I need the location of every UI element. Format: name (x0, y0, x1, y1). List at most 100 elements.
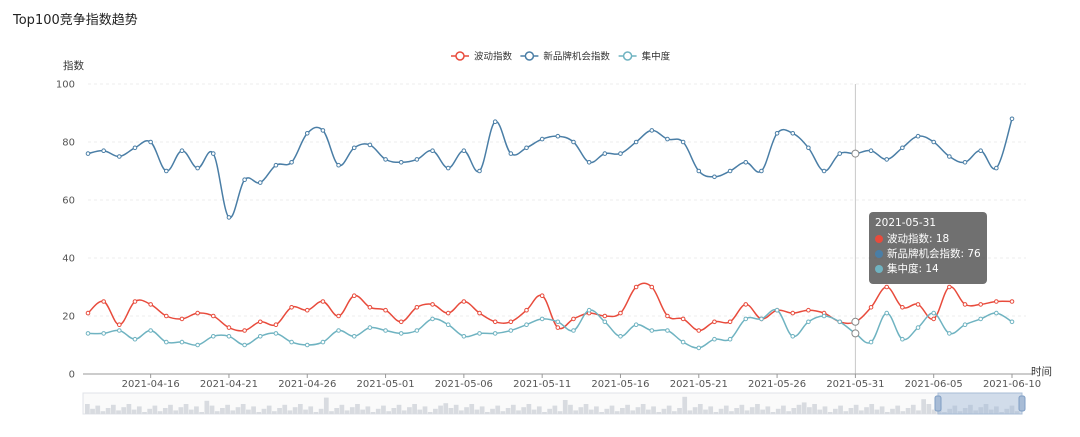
zoom-overview-bar (230, 410, 236, 414)
zoom-overview-bar (381, 405, 386, 414)
zoom-overview-bar (625, 404, 630, 414)
zoom-left-handle[interactable] (934, 395, 942, 412)
zoom-overview-bar (692, 407, 698, 414)
zoom-overview-bar (131, 409, 137, 414)
data-point-volatility (85, 310, 91, 316)
data-point-opportunity (665, 136, 670, 142)
legend[interactable]: 波动指数 新品牌机会指数 集中度 (451, 51, 671, 63)
zoom-overview-bar (121, 407, 127, 414)
zoom-overview-bar (116, 410, 121, 414)
legend-item-volatility[interactable]: 波动指数 (451, 51, 513, 63)
x-tick-label: 2021-05-31 (826, 379, 884, 390)
zoom-overview-bar (671, 411, 677, 414)
zoom-overview-bar (188, 409, 194, 414)
zoom-overview-bar (942, 412, 947, 414)
data-point-volatility (539, 293, 545, 299)
zoom-overview-bar (687, 410, 693, 414)
zoom-selection-window[interactable] (937, 392, 1023, 415)
zoom-overview-bar (890, 408, 895, 414)
x-tick-label: 2021-04-16 (122, 379, 180, 390)
data-point-opportunity (821, 168, 827, 174)
zoom-overview-bar (329, 411, 334, 414)
legend-symbol-volatility (455, 51, 465, 61)
page-title: Top100竞争指数趋势 (13, 13, 138, 28)
zoom-overview-bar (843, 411, 849, 414)
data-point-opportunity (430, 148, 435, 153)
data-point-volatility (884, 284, 890, 290)
zoom-overview-bar (568, 404, 573, 414)
data-point-concentration (696, 345, 702, 351)
series-line-volatility (87, 282, 1013, 332)
zoom-right-handle[interactable] (1018, 395, 1026, 412)
x-tick-label: 2021-06-10 (983, 379, 1041, 390)
series-volatility (85, 282, 1015, 333)
zoom-overview-bar (183, 404, 189, 414)
tooltip-row-opportunity: 新品牌机会指数: 76 (875, 247, 981, 262)
zoom-overview-bar (531, 409, 537, 414)
zoom-overview-bar (646, 409, 651, 414)
data-point-volatility (978, 302, 983, 307)
zoom-overview-bar (355, 404, 360, 414)
zoom-overview-bar (162, 408, 168, 414)
data-point-concentration (712, 336, 717, 342)
data-point-opportunity (618, 151, 623, 156)
zoom-overview-bar (365, 406, 371, 414)
zoom-overview-bar (417, 409, 423, 414)
legend-item-concentration[interactable]: 集中度 (618, 51, 671, 63)
data-point-opportunity (320, 128, 326, 133)
zoom-handle-grip[interactable] (934, 395, 942, 412)
data-point-opportunity (602, 151, 608, 156)
zoom-overview-bar (90, 408, 95, 414)
data-point-opportunity (1009, 116, 1015, 122)
data-point-concentration (273, 331, 279, 336)
data-point-concentration (210, 334, 216, 339)
zoom-overview-bar (542, 412, 547, 414)
zoom-overview-bar (396, 404, 402, 414)
tooltip-dot-opportunity (875, 249, 883, 258)
data-point-concentration (85, 331, 91, 336)
data-point-concentration (257, 334, 263, 339)
series-line-concentration (87, 308, 1013, 349)
zoom-overview-bar (214, 411, 220, 414)
zoom-overview-bar (220, 408, 225, 414)
zoom-overview-bar (490, 408, 495, 414)
zoom-overview-bar (817, 409, 823, 414)
zoom-overview-bar (739, 404, 745, 414)
data-point-opportunity (508, 151, 514, 156)
data-point-concentration (132, 336, 138, 342)
data-point-volatility (602, 313, 608, 319)
zoom-overview-bar (749, 407, 755, 414)
legend-item-opportunity[interactable]: 新品牌机会指数 (520, 51, 610, 63)
zoom-overview-bar (246, 409, 251, 414)
data-point-concentration (915, 325, 921, 330)
zoom-overview-bar (926, 404, 932, 414)
zoom-overview-bar (526, 404, 532, 414)
zoom-overview-bar (562, 400, 568, 414)
zoom-overview-bar (796, 404, 802, 414)
data-point-opportunity (586, 160, 592, 165)
zoom-overview-bar (677, 408, 682, 414)
zoom-overview-bar (500, 411, 506, 414)
zoom-overview-bar (833, 408, 838, 414)
data-point-concentration (477, 331, 482, 336)
zoom-overview-bar (105, 408, 111, 414)
data-zoom-slider[interactable] (82, 392, 1026, 415)
zoom-handle-grip[interactable] (1018, 395, 1026, 412)
zoom-overview-bar (630, 410, 636, 414)
zoom-overview-bar (427, 412, 433, 414)
zoom-overview-bar (988, 409, 994, 414)
zoom-overview-bar (256, 412, 262, 414)
data-point-opportunity (884, 157, 890, 162)
data-point-volatility (179, 316, 185, 322)
data-point-volatility (492, 319, 498, 325)
zoom-overview-bar (755, 404, 760, 414)
data-point-volatility (790, 310, 796, 316)
data-point-concentration (445, 322, 451, 328)
zoom-overview-bar (168, 404, 173, 414)
data-point-concentration (117, 328, 122, 333)
data-point-opportunity (947, 154, 952, 159)
zoom-overview-bar (297, 404, 303, 414)
data-point-opportunity (164, 168, 169, 174)
tooltip-date: 2021-05-31 (875, 217, 937, 229)
data-point-concentration (931, 310, 936, 316)
